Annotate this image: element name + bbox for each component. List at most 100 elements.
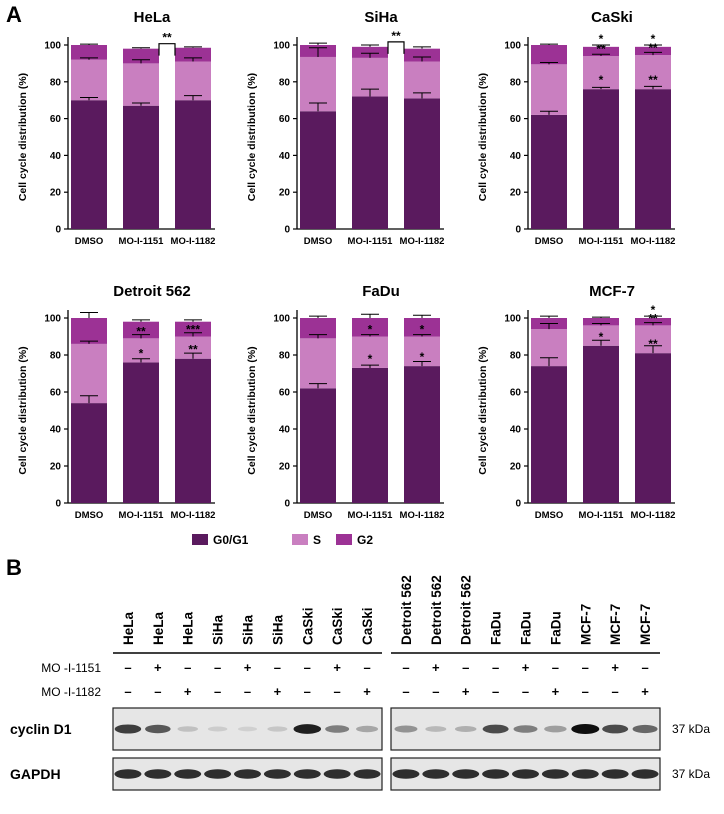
bar-g2 <box>635 46 671 56</box>
treatment-mark: + <box>333 660 341 675</box>
treatment-mark: + <box>611 660 619 675</box>
chart-5: FaDu 0 20 40 60 80 100 Cell cycle distribution … <box>246 283 444 521</box>
x-tick-label: MO-I-1182 <box>631 510 676 521</box>
sig-s: *** <box>186 323 200 337</box>
chart-title: SiHa <box>364 9 398 26</box>
blot-band <box>323 769 351 779</box>
treatment-mark: – <box>274 660 281 675</box>
x-tick-label: MO-I-1151 <box>579 236 625 247</box>
legend-label: S <box>313 533 321 547</box>
chart-6: MCF-7 0 20 40 60 80 100 Cell cycle distribution… <box>477 283 675 521</box>
lane-label: SiHa <box>211 614 226 645</box>
y-tick-label: 20 <box>279 188 291 199</box>
y-tick-label: 40 <box>50 425 62 436</box>
y-tick-label: 100 <box>44 41 61 52</box>
y-axis-label: Cell cycle distribution (%) <box>246 73 258 201</box>
comparison-bracket <box>387 41 405 54</box>
sig-s: * <box>420 323 425 337</box>
y-tick-label: 20 <box>279 462 291 473</box>
legend-label: G0/G1 <box>213 533 249 547</box>
bar-g0g1 <box>123 105 159 229</box>
treatment-mark: – <box>582 660 589 675</box>
chart-title: Detroit 562 <box>113 283 191 300</box>
legend-swatch <box>192 534 208 545</box>
bar-g0g1 <box>583 89 619 229</box>
sig-g0g1: * <box>139 346 144 360</box>
y-tick-label: 60 <box>510 388 522 399</box>
sig-s: * <box>368 323 373 337</box>
y-tick-label: 40 <box>279 151 291 162</box>
panel-b-label: B <box>6 555 22 580</box>
blot-band <box>114 724 142 734</box>
blot-band <box>394 725 418 733</box>
treatment-mark: + <box>552 684 560 699</box>
sig-s: ** <box>596 42 606 56</box>
charts: HeLa 0 20 40 60 80 100 Cell cycle distribution … <box>17 9 675 521</box>
bar-s <box>635 55 671 90</box>
bar-g0g1 <box>635 353 671 503</box>
treatment-mark: – <box>492 684 499 699</box>
lane-label: SiHa <box>241 614 256 645</box>
bar-g2 <box>583 318 619 326</box>
chart-title: FaDu <box>362 283 400 300</box>
blot-band <box>293 769 321 779</box>
chart-title: MCF-7 <box>589 283 635 300</box>
blot-band <box>513 725 538 733</box>
treatment-mark: + <box>154 660 162 675</box>
blot-band <box>263 769 291 779</box>
lane-label: FaDu <box>489 611 504 645</box>
lane-label: FaDu <box>519 611 534 645</box>
x-tick-label: MO-I-1182 <box>171 236 216 247</box>
bar-g0g1 <box>71 100 107 229</box>
lane-label: MCF-7 <box>608 604 623 645</box>
y-tick-label: 100 <box>44 314 61 325</box>
sig-s: ** <box>136 324 146 338</box>
treatment-mark: – <box>184 660 191 675</box>
blot-band <box>177 726 198 732</box>
lane-label: Detroit 562 <box>429 575 444 645</box>
lane-label: CaSki <box>300 607 315 645</box>
treatment-mark: – <box>304 684 311 699</box>
blot-band <box>632 724 658 734</box>
treatment-mark: + <box>274 684 282 699</box>
lane-label: CaSki <box>330 607 345 645</box>
y-tick-label: 100 <box>273 314 290 325</box>
bar-s <box>71 343 107 404</box>
bar-g0g1 <box>175 358 211 503</box>
x-tick-label: MO-I-1182 <box>400 510 445 521</box>
treatment-mark: – <box>522 684 529 699</box>
bar-g0g1 <box>300 388 336 503</box>
treatment-mark: + <box>244 660 252 675</box>
blot-band <box>356 725 379 733</box>
lane-label: CaSki <box>360 607 375 645</box>
blot-band <box>512 769 539 779</box>
lane-label: SiHa <box>270 614 285 645</box>
treatment-mark: – <box>154 684 161 699</box>
bar-g2 <box>71 45 107 60</box>
bar-g0g1 <box>531 114 567 229</box>
blot-band <box>234 769 261 779</box>
x-tick-label: MO-I-1151 <box>348 510 394 521</box>
blot-band <box>392 769 420 779</box>
y-tick-label: 40 <box>510 425 522 436</box>
x-tick-label: DMSO <box>75 236 104 247</box>
blot-band <box>237 726 258 732</box>
treatment-mark: – <box>124 684 131 699</box>
x-tick-label: MO-I-1182 <box>400 236 445 247</box>
treatment-mark: – <box>402 684 409 699</box>
treatment-mark: + <box>184 684 192 699</box>
blot-band <box>482 769 510 779</box>
legend-swatch <box>292 534 308 545</box>
sig-g2: * <box>651 32 656 46</box>
y-tick-label: 40 <box>50 151 62 162</box>
y-tick-label: 60 <box>279 114 291 125</box>
x-tick-label: DMSO <box>75 510 104 521</box>
comparison-label: ** <box>391 29 401 43</box>
y-tick-label: 0 <box>515 499 521 510</box>
treatment-mark: – <box>124 660 131 675</box>
treatment-mark: + <box>462 684 470 699</box>
bar-s <box>531 64 567 115</box>
legend-label: G2 <box>357 533 373 547</box>
bar-g0g1 <box>404 366 440 503</box>
x-tick-label: DMSO <box>304 510 333 521</box>
